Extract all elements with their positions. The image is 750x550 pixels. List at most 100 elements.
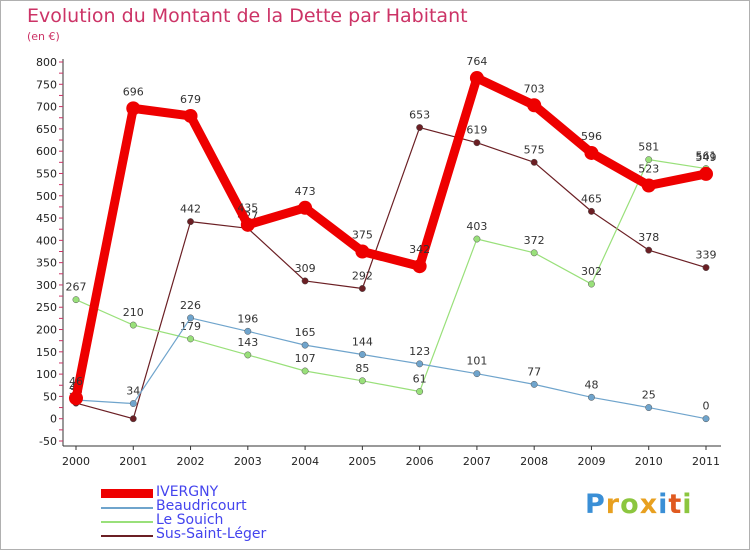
data-point-beaudricourt: [358, 351, 366, 358]
data-point-le-souich: [72, 296, 80, 304]
legend-item: Le Souich: [101, 512, 401, 528]
data-label-ivergny: 679: [180, 93, 201, 106]
data-label-ivergny: 523: [638, 163, 659, 176]
legend-item: Sus-Saint-Léger: [101, 526, 401, 542]
y-tick-label: 650: [36, 123, 57, 136]
logo-letter: i: [682, 489, 693, 520]
data-label-sus-saint-l-ger: 442: [180, 203, 201, 216]
data-label-ivergny: 764: [466, 55, 487, 68]
data-label-ivergny: 696: [123, 85, 144, 98]
data-point-le-souich: [645, 156, 653, 164]
data-point-ivergny: [699, 166, 713, 181]
data-point-sus-saint-l-ger: [645, 246, 653, 254]
data-label-le-souich: 85: [355, 362, 369, 375]
data-label-le-souich: 143: [237, 336, 258, 349]
unit-label: (en €): [27, 30, 60, 43]
data-label-beaudricourt: 0: [703, 400, 710, 413]
data-point-le-souich: [244, 351, 252, 359]
x-tick-label: 2008: [520, 455, 548, 468]
data-point-le-souich: [473, 235, 481, 243]
legend-swatch: [101, 489, 153, 498]
data-label-sus-saint-l-ger: 653: [409, 109, 430, 122]
legend-swatch: [101, 521, 153, 523]
data-point-sus-saint-l-ger: [358, 285, 366, 292]
data-point-le-souich: [301, 367, 309, 375]
data-point-le-souich: [358, 377, 366, 385]
logo-letter: o: [620, 489, 640, 520]
x-tick-label: 2001: [119, 455, 147, 468]
logo-letter: i: [658, 489, 669, 520]
x-tick-label: 2006: [406, 455, 434, 468]
data-point-ivergny: [641, 178, 656, 193]
data-point-sus-saint-l-ger: [473, 139, 481, 147]
x-tick-label: 2000: [62, 455, 90, 468]
data-point-le-souich: [416, 388, 424, 395]
data-point-ivergny: [584, 145, 599, 160]
y-tick-label: 700: [36, 101, 57, 114]
y-tick-label: 0: [50, 413, 57, 426]
data-label-sus-saint-l-ger: 339: [696, 249, 717, 262]
data-label-le-souich: 210: [123, 306, 144, 319]
y-tick-label: 150: [36, 346, 57, 359]
data-point-le-souich: [187, 335, 194, 343]
data-point-ivergny: [469, 71, 484, 86]
data-point-beaudricourt: [187, 314, 194, 322]
x-tick-label: 2010: [635, 455, 663, 468]
chart-title: Evolution du Montant de la Dette par Hab…: [27, 5, 468, 27]
y-tick-label: 300: [36, 279, 57, 292]
data-point-sus-saint-l-ger: [187, 218, 194, 226]
data-label-ivergny: 549: [696, 151, 717, 164]
data-point-ivergny: [240, 217, 255, 232]
data-label-beaudricourt: 165: [295, 326, 316, 339]
data-point-beaudricourt: [645, 404, 653, 412]
data-label-sus-saint-l-ger: 619: [466, 124, 487, 137]
logo-letter: P: [585, 489, 606, 520]
data-point-sus-saint-l-ger: [702, 264, 710, 272]
data-point-beaudricourt: [129, 400, 137, 407]
data-point-beaudricourt: [416, 360, 424, 368]
data-point-beaudricourt: [702, 415, 710, 423]
y-tick-label: 800: [36, 56, 57, 69]
series-line-sus-saint-l-ger: [75, 126, 707, 420]
data-point-ivergny: [355, 244, 370, 259]
y-tick-label: 100: [36, 368, 57, 381]
x-tick-label: 2007: [463, 455, 491, 468]
data-label-ivergny: 375: [352, 229, 373, 242]
data-label-sus-saint-l-ger: 309: [295, 262, 316, 275]
y-tick-label: 600: [36, 145, 57, 158]
y-tick-label: 400: [36, 234, 57, 247]
x-tick-label: 2002: [177, 455, 205, 468]
data-point-beaudricourt: [244, 327, 252, 335]
data-label-beaudricourt: 48: [584, 378, 598, 391]
data-label-beaudricourt: 101: [466, 355, 487, 368]
y-tick-label: 200: [36, 324, 57, 337]
y-tick-label: -50: [39, 435, 57, 448]
data-label-le-souich: 179: [180, 320, 201, 333]
x-tick-label: 2005: [348, 455, 376, 468]
legend-label: IVERGNY: [156, 484, 219, 500]
data-point-beaudricourt: [530, 380, 538, 388]
data-point-sus-saint-l-ger: [301, 277, 309, 285]
legend-item: IVERGNY: [101, 484, 401, 500]
data-point-beaudricourt: [301, 341, 309, 349]
data-label-le-souich: 107: [295, 352, 316, 365]
y-tick-label: 450: [36, 212, 57, 225]
legend-label: Le Souich: [156, 512, 224, 528]
data-label-beaudricourt: 144: [352, 335, 373, 348]
data-point-beaudricourt: [473, 370, 481, 378]
y-tick-label: 250: [36, 301, 57, 314]
data-label-le-souich: 267: [66, 281, 87, 294]
data-label-le-souich: 302: [581, 265, 602, 278]
legend-label: Sus-Saint-Léger: [156, 526, 267, 542]
data-point-sus-saint-l-ger: [416, 124, 424, 131]
proxiti-logo: Proxiti: [585, 489, 693, 520]
data-label-ivergny: 703: [524, 82, 545, 95]
data-label-le-souich: 561: [696, 150, 717, 163]
data-label-ivergny: 473: [295, 185, 316, 198]
series-line-ivergny: [71, 73, 711, 403]
data-point-le-souich: [129, 321, 137, 329]
data-label-sus-saint-l-ger: 292: [352, 270, 373, 283]
data-point-sus-saint-l-ger: [588, 207, 595, 215]
